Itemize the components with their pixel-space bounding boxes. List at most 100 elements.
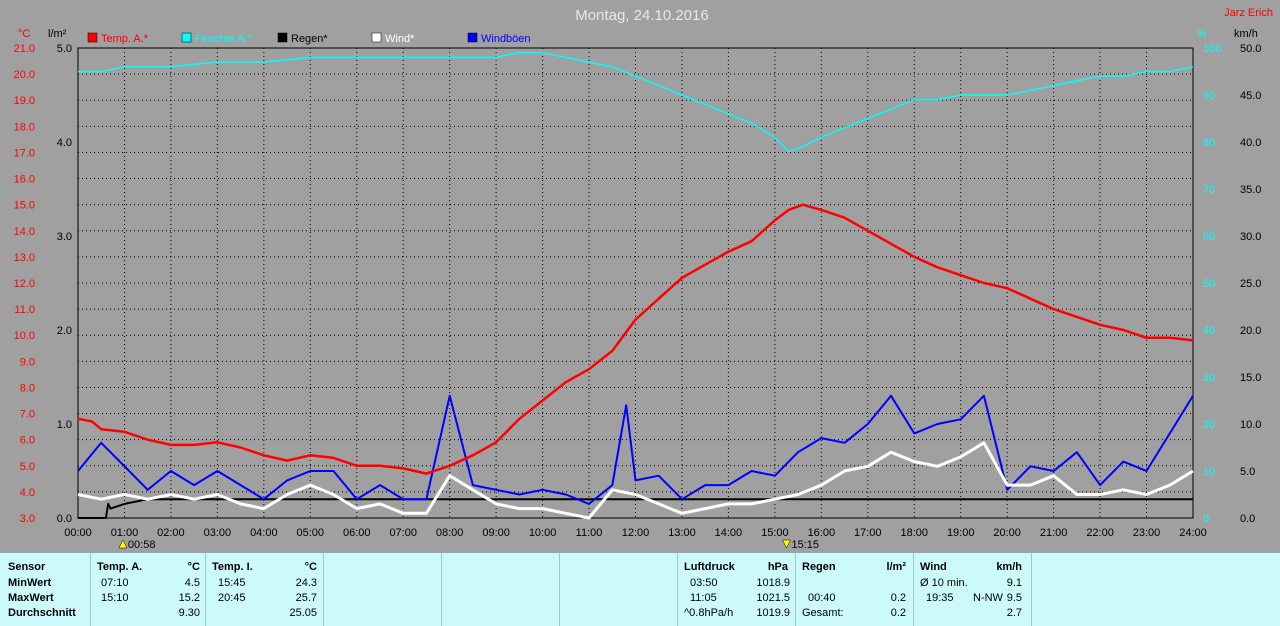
wind-tick-label: 40.0 xyxy=(1240,137,1261,149)
wind-avg-label: Ø 10 min. xyxy=(920,577,968,589)
temp-tick-label: 3.0 xyxy=(20,513,35,525)
wind-unit: km/h xyxy=(996,561,1022,573)
temp-a-min-value: 4.5 xyxy=(184,577,200,589)
time-tick-label: 14:00 xyxy=(715,527,743,539)
time-tick-label: 07:00 xyxy=(389,527,417,539)
temp-a-max-value: 15.2 xyxy=(178,592,200,604)
wind-tick-label: 50.0 xyxy=(1240,43,1261,55)
humidity-tick-label: 80 xyxy=(1203,137,1215,149)
time-tick-label: 11:00 xyxy=(576,527,603,539)
divider xyxy=(559,553,560,626)
time-tick-label: 00:00 xyxy=(64,527,92,539)
time-tick-label: 01:00 xyxy=(111,527,139,539)
pressure-avg-value: 1019.9 xyxy=(756,607,790,619)
row-label-avg: Durchschnitt xyxy=(8,607,76,619)
temp-tick-label: 17.0 xyxy=(14,147,35,159)
temp-unit-label: °C xyxy=(18,28,30,40)
temp-tick-label: 16.0 xyxy=(14,174,35,186)
wind-tick-label: 30.0 xyxy=(1240,231,1261,243)
humidity-tick-label: 40 xyxy=(1203,325,1215,337)
legend-swatch xyxy=(181,32,192,43)
rain-tick-label: 3.0 xyxy=(57,231,72,243)
humidity-tick-label: 30 xyxy=(1203,372,1215,384)
rain-max-time: 00:40 xyxy=(808,592,836,604)
humidity-tick-label: 10 xyxy=(1203,466,1215,478)
temp-tick-label: 11.0 xyxy=(14,304,35,316)
temp-tick-label: 18.0 xyxy=(14,121,35,133)
divider xyxy=(1031,553,1032,626)
series-line xyxy=(77,394,1194,505)
divider xyxy=(795,553,796,626)
pressure-max-value: 1021.5 xyxy=(756,592,790,604)
wind-header: Wind xyxy=(920,561,947,573)
legend-label: Wind* xyxy=(385,33,415,45)
statistics-panel: Sensor MinWert MaxWert Durchschnitt Temp… xyxy=(0,552,1280,626)
wind-max-value: 9.5 xyxy=(1006,592,1022,604)
rain-tick-label: 4.0 xyxy=(57,137,72,149)
legend-swatch xyxy=(371,32,382,43)
temp-i-unit: °C xyxy=(304,561,317,573)
pressure-min-time: 03:50 xyxy=(690,577,718,589)
legend-label: Temp. A.* xyxy=(101,33,149,45)
divider xyxy=(323,553,324,626)
sunset-time-label: 15:15 xyxy=(791,539,819,551)
chart-title: Montag, 24.10.2016 xyxy=(575,7,708,24)
temp-tick-label: 12.0 xyxy=(14,278,35,290)
sunrise-time-label: 00:58 xyxy=(128,539,156,551)
temp-tick-label: 10.0 xyxy=(14,330,35,342)
rain-tick-label: 2.0 xyxy=(57,325,72,337)
row-label-min: MinWert xyxy=(8,577,52,589)
legend-label: Feuchte A.* xyxy=(195,33,253,45)
time-tick-label: 12:00 xyxy=(622,527,650,539)
humidity-tick-label: 50 xyxy=(1203,278,1215,290)
credit-label: Jarz Erich xyxy=(1224,7,1273,19)
time-tick-label: 04:00 xyxy=(250,527,278,539)
wind-tick-label: 10.0 xyxy=(1240,419,1261,431)
time-tick-label: 08:00 xyxy=(436,527,464,539)
legend-swatch xyxy=(277,32,288,43)
time-tick-label: 17:00 xyxy=(854,527,882,539)
time-tick-label: 24:00 xyxy=(1179,527,1207,539)
pressure-trend: ^0.8hPa/h xyxy=(684,607,734,619)
humidity-tick-label: 100 xyxy=(1203,43,1221,55)
pressure-unit: hPa xyxy=(767,561,788,573)
wind-tick-label: 15.0 xyxy=(1240,372,1261,384)
pressure-min-value: 1018.9 xyxy=(756,577,790,589)
divider xyxy=(90,553,91,626)
temp-i-max-time: 20:45 xyxy=(218,592,246,604)
temp-i-min-value: 24.3 xyxy=(295,577,317,589)
wind-tick-label: 5.0 xyxy=(1240,466,1255,478)
temp-tick-label: 6.0 xyxy=(20,435,35,447)
time-tick-label: 19:00 xyxy=(947,527,975,539)
wind-tick-label: 20.0 xyxy=(1240,325,1261,337)
rain-total-value: 0.2 xyxy=(890,607,906,619)
time-tick-label: 02:00 xyxy=(157,527,185,539)
weather-chart: 00:00 01:00 02:00 03:00 04:00 05:00 06:00 07:00… xyxy=(14,7,1273,551)
row-label-max: MaxWert xyxy=(8,592,54,604)
temp-tick-label: 15.0 xyxy=(14,200,35,212)
temp-i-header: Temp. I. xyxy=(212,561,253,573)
temp-i-min-time: 15:45 xyxy=(218,577,246,589)
wind-tick-label: 0.0 xyxy=(1240,513,1255,525)
humidity-tick-label: 90 xyxy=(1203,90,1215,102)
temp-tick-label: 19.0 xyxy=(14,95,35,107)
humidity-tick-label: 20 xyxy=(1203,419,1215,431)
temp-tick-label: 7.0 xyxy=(20,409,35,421)
sunrise-icon xyxy=(118,539,128,549)
time-tick-label: 06:00 xyxy=(343,527,371,539)
wind-day-avg-value: 2.7 xyxy=(1006,607,1022,619)
temp-a-min-time: 07:10 xyxy=(101,577,129,589)
rain-tick-label: 0.0 xyxy=(57,513,72,525)
series-line xyxy=(77,441,1194,520)
rain-max-value: 0.2 xyxy=(890,592,906,604)
plot-area xyxy=(77,47,1194,519)
temp-tick-label: 5.0 xyxy=(20,461,35,473)
divider xyxy=(441,553,442,626)
wind-max-time: 19:35 xyxy=(926,592,954,604)
temp-tick-label: 14.0 xyxy=(14,226,35,238)
humidity-unit-label: % xyxy=(1197,28,1207,40)
divider xyxy=(205,553,206,626)
series-line xyxy=(78,498,1193,519)
time-tick-label: 23:00 xyxy=(1133,527,1161,539)
legend-label: Windböen xyxy=(481,33,531,45)
